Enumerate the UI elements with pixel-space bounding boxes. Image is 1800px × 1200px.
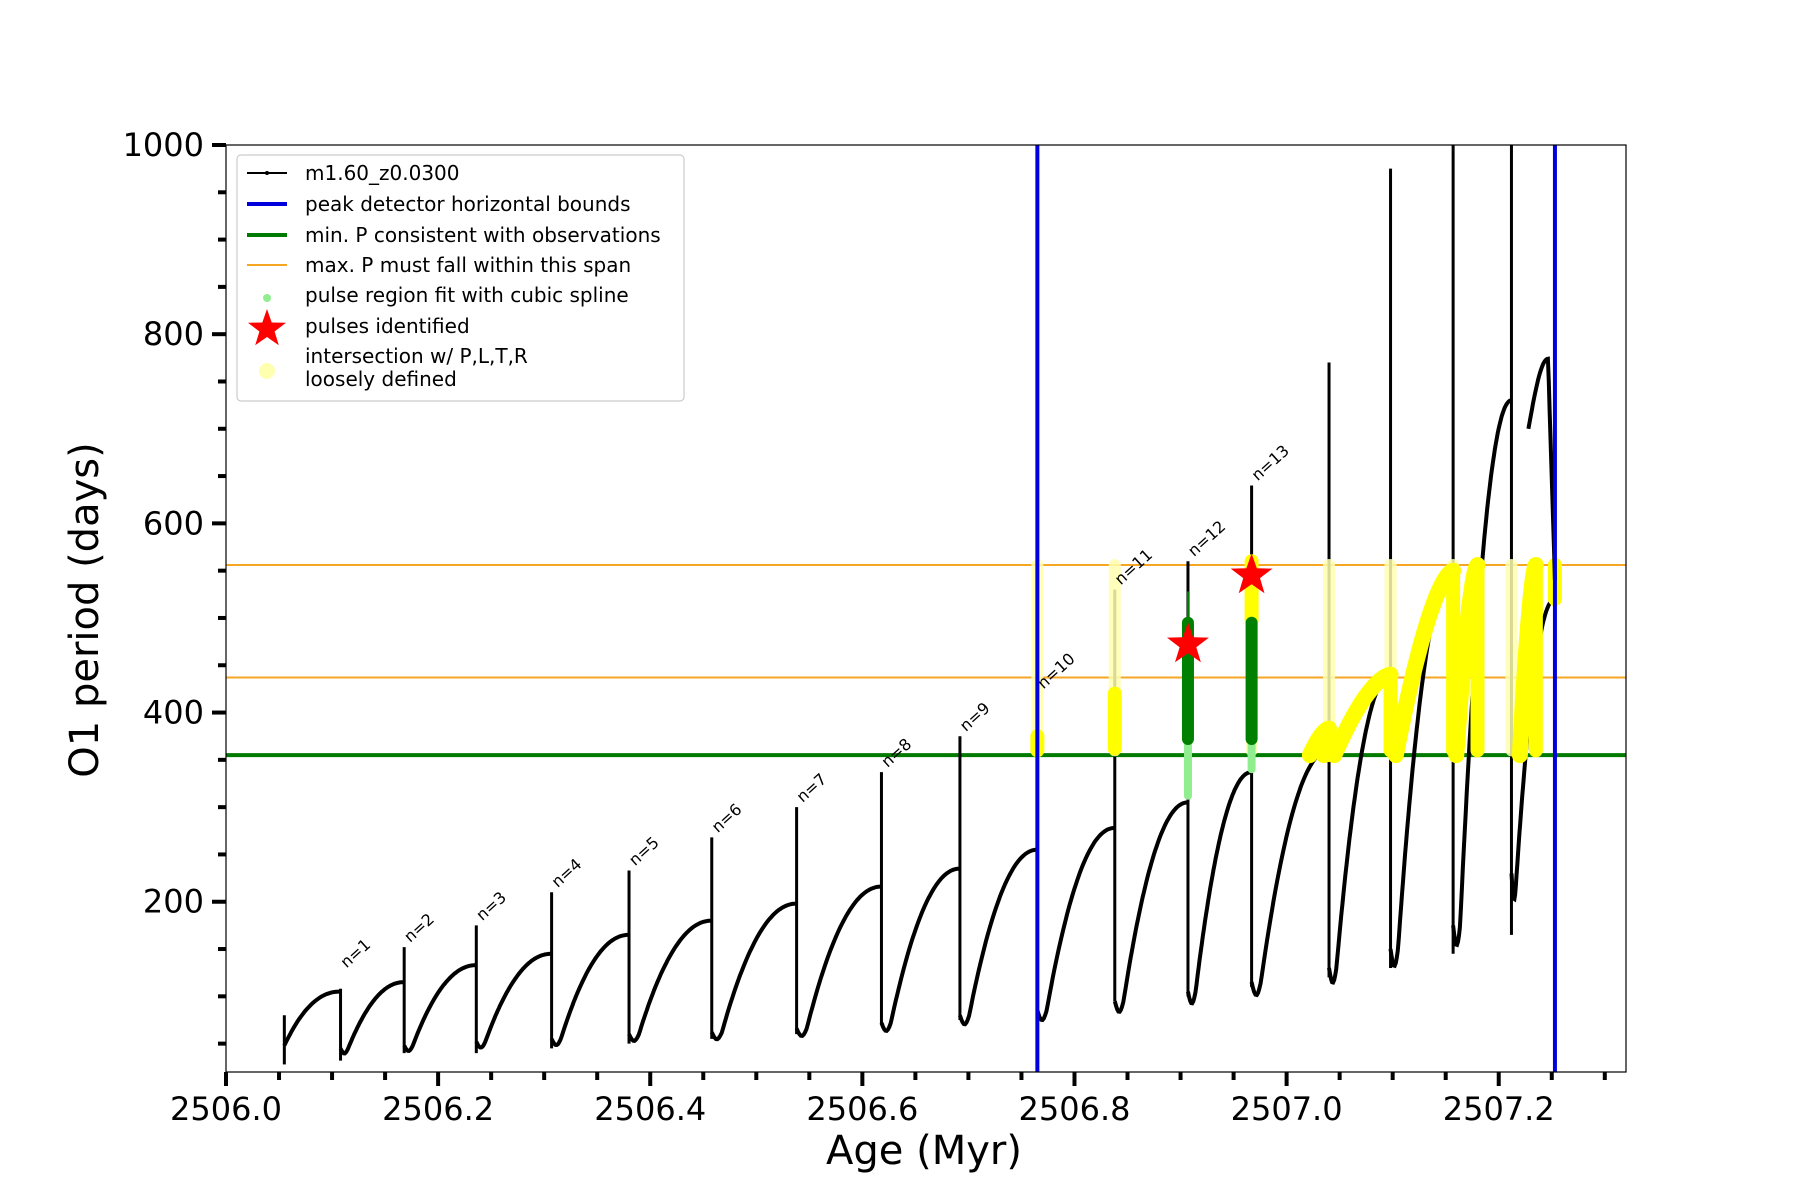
plot-frame [225, 144, 1627, 1073]
y-tick-label-2: 400 [143, 694, 204, 732]
legend-label-4: pulse region fit with cubic spline [305, 283, 629, 307]
pulse-star-2 [1230, 553, 1273, 594]
track-cycle-12 [1186, 770, 1252, 1006]
legend-label-2: min. P consistent with observations [305, 223, 661, 247]
intersection-sweep-2 [1326, 666, 1399, 764]
x-tick-label-2: 2506.2 [382, 1090, 494, 1128]
plot-layer: n=1n=2n=3n=4n=5n=6n=7n=8n=9n=10n=11n=12n… [226, 145, 1626, 1072]
x-tick-label-1: 2506.0 [170, 1090, 282, 1128]
legend-swatch-4 [263, 294, 271, 302]
x-tick-label-4: 2506.6 [806, 1090, 918, 1128]
legend-label-0: m1.60_z0.0300 [305, 161, 460, 185]
axes-layer: 2506.0 2506.2 2506.4 2506.6 2506.8 2507.0 2507… [123, 126, 1627, 1128]
track-initial-segment [282, 989, 341, 1047]
legend-label-6: intersection w/ P,L,T,R [305, 344, 528, 368]
legend-label-3: max. P must fall within this span [305, 253, 631, 277]
y-tick-label-5: 1000 [123, 126, 204, 164]
x-tick-label-3: 2506.4 [594, 1090, 706, 1128]
track-cycle-1 [338, 980, 405, 1056]
track-cycle-2 [402, 963, 477, 1053]
legend-label-6-line2: loosely defined [305, 367, 457, 391]
track-cycle-4 [549, 932, 630, 1048]
legend-label-1: peak detector horizontal bounds [305, 192, 631, 216]
intersection-sweep-3 [1387, 562, 1462, 764]
x-axis-label: Age (Myr) [826, 1128, 1022, 1174]
x-tick-label-6: 2507.0 [1231, 1090, 1343, 1128]
track-cycle-6 [709, 901, 797, 1042]
legend-swatch-track-dot [265, 171, 269, 175]
track-cycle-11 [1112, 800, 1189, 1014]
track-cycle-8 [879, 866, 961, 1034]
track-cycle-7 [794, 884, 882, 1039]
track-cycle-9 [958, 847, 1038, 1027]
legend-swatch-6 [259, 363, 275, 379]
legend-label-5: pulses identified [305, 314, 470, 338]
y-tick-label-3: 600 [143, 504, 204, 542]
legend-box [236, 154, 685, 402]
track-cycle-10 [1035, 826, 1115, 1023]
track-cycle-5 [627, 918, 712, 1044]
x-tick-label-7: 2507.2 [1443, 1090, 1555, 1128]
track-final-hook [1526, 356, 1557, 581]
y-tick-label-1: 200 [143, 883, 204, 921]
pulse-star-1 [1167, 622, 1209, 663]
y-tick-label-4: 800 [143, 315, 204, 353]
track-cycle-3 [474, 951, 552, 1050]
legend-swatch-star [248, 309, 286, 346]
x-tick-label-5: 2506.8 [1019, 1090, 1131, 1128]
y-axis-label: O1 period (days) [62, 442, 108, 777]
